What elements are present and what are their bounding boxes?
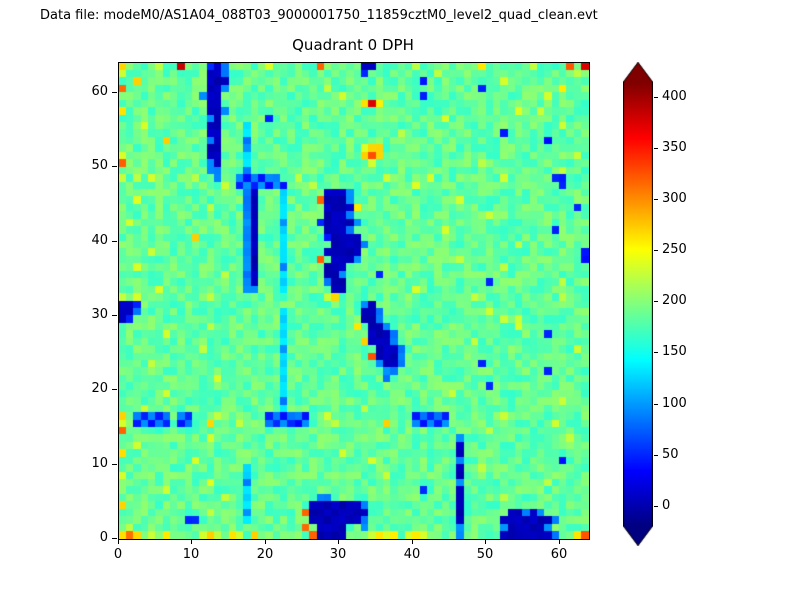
y-tick-mark [112, 464, 117, 465]
y-tick-mark [112, 166, 117, 167]
colorbar-tick-label: 300 [662, 191, 687, 206]
data-file-label: Data file: modeM0/AS1A04_088T03_90000017… [40, 8, 598, 23]
colorbar-tick-label: 150 [662, 344, 687, 359]
colorbar-tick-mark [654, 352, 658, 353]
y-tick-label: 10 [91, 456, 108, 471]
colorbar-tick-label: 200 [662, 293, 687, 308]
x-tick-label: 40 [403, 547, 421, 562]
heatmap-plot-area [118, 62, 590, 540]
colorbar-tick-label: 400 [662, 89, 687, 104]
y-tick-label: 60 [91, 84, 108, 99]
y-tick-mark [112, 315, 117, 316]
y-tick-label: 30 [91, 307, 108, 322]
colorbar-tick-mark [654, 455, 658, 456]
colorbar-tick-mark [654, 250, 658, 251]
x-tick-label: 50 [476, 547, 494, 562]
colorbar-tick-label: 100 [662, 396, 687, 411]
colorbar-tick-mark [654, 97, 658, 98]
colorbar-tick-mark [654, 199, 658, 200]
y-tick-label: 20 [91, 381, 108, 396]
x-tick-label: 30 [329, 547, 347, 562]
x-tick-label: 0 [113, 547, 123, 562]
chart-title: Quadrant 0 DPH [292, 36, 414, 54]
y-tick-label: 50 [91, 158, 108, 173]
colorbar-tick-mark [654, 301, 658, 302]
colorbar-tick-label: 0 [662, 498, 671, 513]
colorbar-tick-label: 50 [662, 447, 679, 462]
x-tick-label: 60 [550, 547, 568, 562]
colorbar-tick-label: 350 [662, 140, 687, 155]
heatmap-canvas [119, 63, 589, 539]
colorbar-tick-label: 250 [662, 242, 687, 257]
colorbar-tick-mark [654, 506, 658, 507]
colorbar-tick-mark [654, 404, 658, 405]
y-tick-mark [112, 538, 117, 539]
y-tick-label: 0 [99, 530, 108, 545]
x-tick-label: 20 [256, 547, 274, 562]
y-tick-label: 40 [91, 233, 108, 248]
y-tick-mark [112, 92, 117, 93]
colorbar [623, 62, 653, 546]
y-tick-mark [112, 389, 117, 390]
y-tick-mark [112, 241, 117, 242]
colorbar-tick-mark [654, 148, 658, 149]
x-tick-label: 10 [182, 547, 200, 562]
